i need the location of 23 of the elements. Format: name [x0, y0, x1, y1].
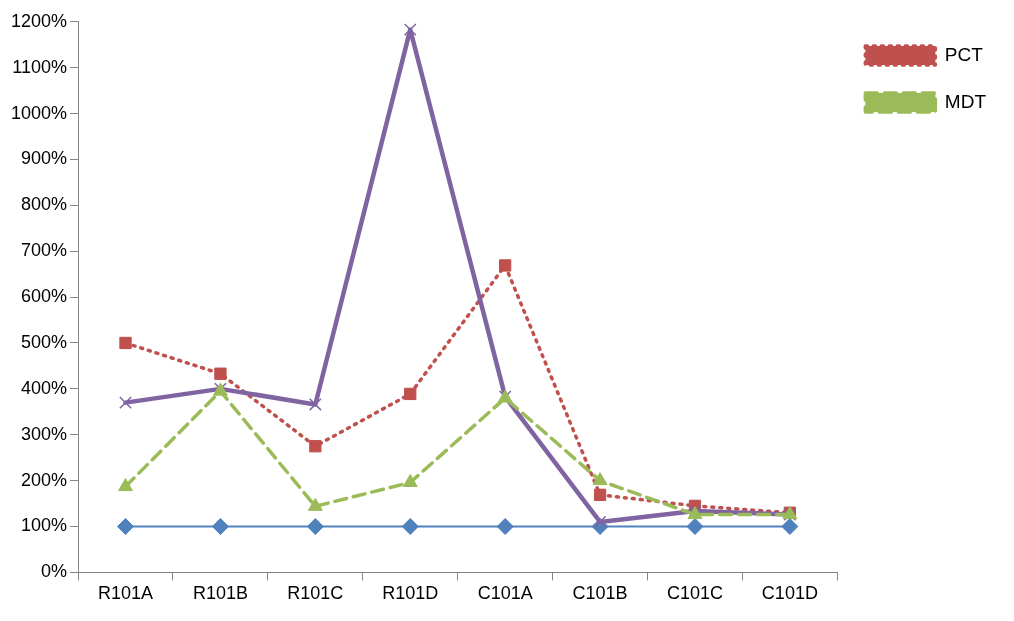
y-tick-label: 800% [21, 194, 68, 215]
x-tick-label: R101C [287, 583, 344, 604]
y-tick-label: 300% [21, 423, 68, 444]
y-tick-label: 500% [21, 331, 68, 352]
x-tick-label: R101B [192, 583, 248, 604]
y-tick-label: 400% [21, 377, 68, 398]
y-tick-label: 200% [21, 469, 68, 490]
y-tick-label: 600% [21, 286, 68, 307]
x-tick-label: C101B [572, 583, 628, 604]
x-tick-label: C101A [477, 583, 533, 604]
legend-label: MDT [944, 90, 987, 112]
x-tick-label: R101A [97, 583, 154, 604]
y-tick-label: 900% [21, 148, 68, 169]
x-tick-label: R101D [382, 583, 439, 604]
y-tick-label: 100% [21, 515, 68, 536]
legend-label: PCT [944, 43, 984, 65]
y-tick-label: 700% [21, 240, 68, 261]
y-tick-label: 0% [41, 561, 68, 582]
x-tick-label: C101C [666, 583, 723, 604]
y-tick-label: 1200% [10, 10, 68, 31]
y-tick-label: 1000% [10, 102, 68, 123]
x-tick-label: C101D [761, 583, 818, 604]
y-tick-label: 1100% [12, 56, 68, 77]
